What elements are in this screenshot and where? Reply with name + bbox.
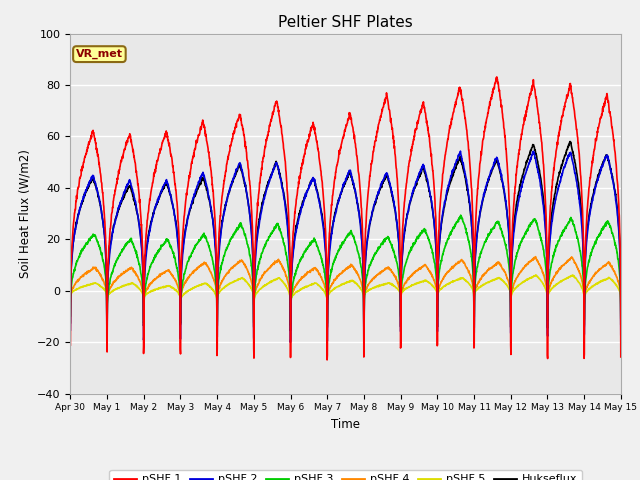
pSHF 2	[506, 254, 514, 260]
pSHF 4	[67, 298, 74, 304]
Hukseflux	[584, 223, 592, 228]
Legend: pSHF 1, pSHF 2, pSHF 3, pSHF 4, pSHF 5, Hukseflux: pSHF 1, pSHF 2, pSHF 3, pSHF 4, pSHF 5, …	[109, 470, 582, 480]
pSHF 3	[506, 274, 514, 279]
pSHF 5	[617, 296, 625, 301]
pSHF 1	[67, 342, 74, 348]
pSHF 2	[569, 159, 577, 165]
Hukseflux	[287, 328, 294, 334]
Hukseflux	[220, 210, 228, 216]
pSHF 5	[569, 272, 577, 278]
Y-axis label: Soil Heat Flux (W/m2): Soil Heat Flux (W/m2)	[19, 149, 31, 278]
Line: pSHF 4: pSHF 4	[70, 257, 621, 307]
Hukseflux	[374, 192, 381, 197]
pSHF 5	[362, 290, 369, 296]
pSHF 1	[323, 357, 331, 363]
pSHF 4	[532, 254, 540, 260]
pSHF 4	[287, 304, 294, 310]
pSHF 3	[220, 253, 228, 259]
Hukseflux	[569, 149, 577, 155]
pSHF 1	[362, 226, 369, 231]
Title: Peltier SHF Plates: Peltier SHF Plates	[278, 15, 413, 30]
pSHF 5	[213, 299, 221, 304]
pSHF 5	[584, 288, 592, 293]
pSHF 3	[569, 218, 577, 224]
pSHF 1	[374, 129, 381, 134]
Hukseflux	[362, 253, 369, 259]
X-axis label: Time: Time	[331, 418, 360, 431]
pSHF 1	[506, 226, 514, 231]
pSHF 3	[67, 313, 74, 319]
pSHF 5	[220, 285, 228, 291]
pSHF 1	[493, 74, 500, 80]
Line: Hukseflux: Hukseflux	[70, 142, 621, 331]
pSHF 3	[287, 323, 294, 328]
Hukseflux	[566, 139, 574, 144]
Line: pSHF 2: pSHF 2	[70, 151, 621, 343]
pSHF 2	[374, 192, 381, 198]
pSHF 1	[584, 198, 592, 204]
pSHF 4	[584, 282, 592, 288]
pSHF 2	[617, 332, 625, 337]
pSHF 4	[374, 272, 381, 277]
pSHF 3	[584, 264, 592, 269]
pSHF 4	[569, 255, 577, 261]
Line: pSHF 3: pSHF 3	[70, 215, 621, 325]
pSHF 2	[250, 340, 258, 346]
pSHF 4	[506, 284, 513, 290]
Line: pSHF 5: pSHF 5	[70, 275, 621, 301]
pSHF 4	[220, 275, 228, 281]
pSHF 1	[617, 354, 625, 360]
pSHF 5	[532, 272, 540, 278]
Line: pSHF 1: pSHF 1	[70, 77, 621, 360]
pSHF 3	[457, 212, 465, 218]
pSHF 3	[374, 248, 381, 253]
pSHF 2	[456, 148, 464, 154]
pSHF 2	[67, 327, 74, 333]
pSHF 2	[362, 255, 369, 261]
pSHF 1	[569, 95, 577, 101]
Hukseflux	[506, 244, 513, 250]
pSHF 1	[220, 181, 228, 187]
pSHF 2	[584, 226, 592, 232]
pSHF 5	[374, 284, 381, 289]
pSHF 5	[506, 287, 513, 293]
pSHF 2	[220, 211, 228, 217]
pSHF 4	[617, 300, 625, 306]
pSHF 3	[617, 315, 625, 321]
Text: VR_met: VR_met	[76, 49, 123, 59]
Hukseflux	[617, 321, 625, 327]
pSHF 5	[67, 293, 74, 299]
Hukseflux	[67, 320, 74, 325]
pSHF 3	[362, 280, 369, 286]
pSHF 4	[362, 288, 369, 294]
